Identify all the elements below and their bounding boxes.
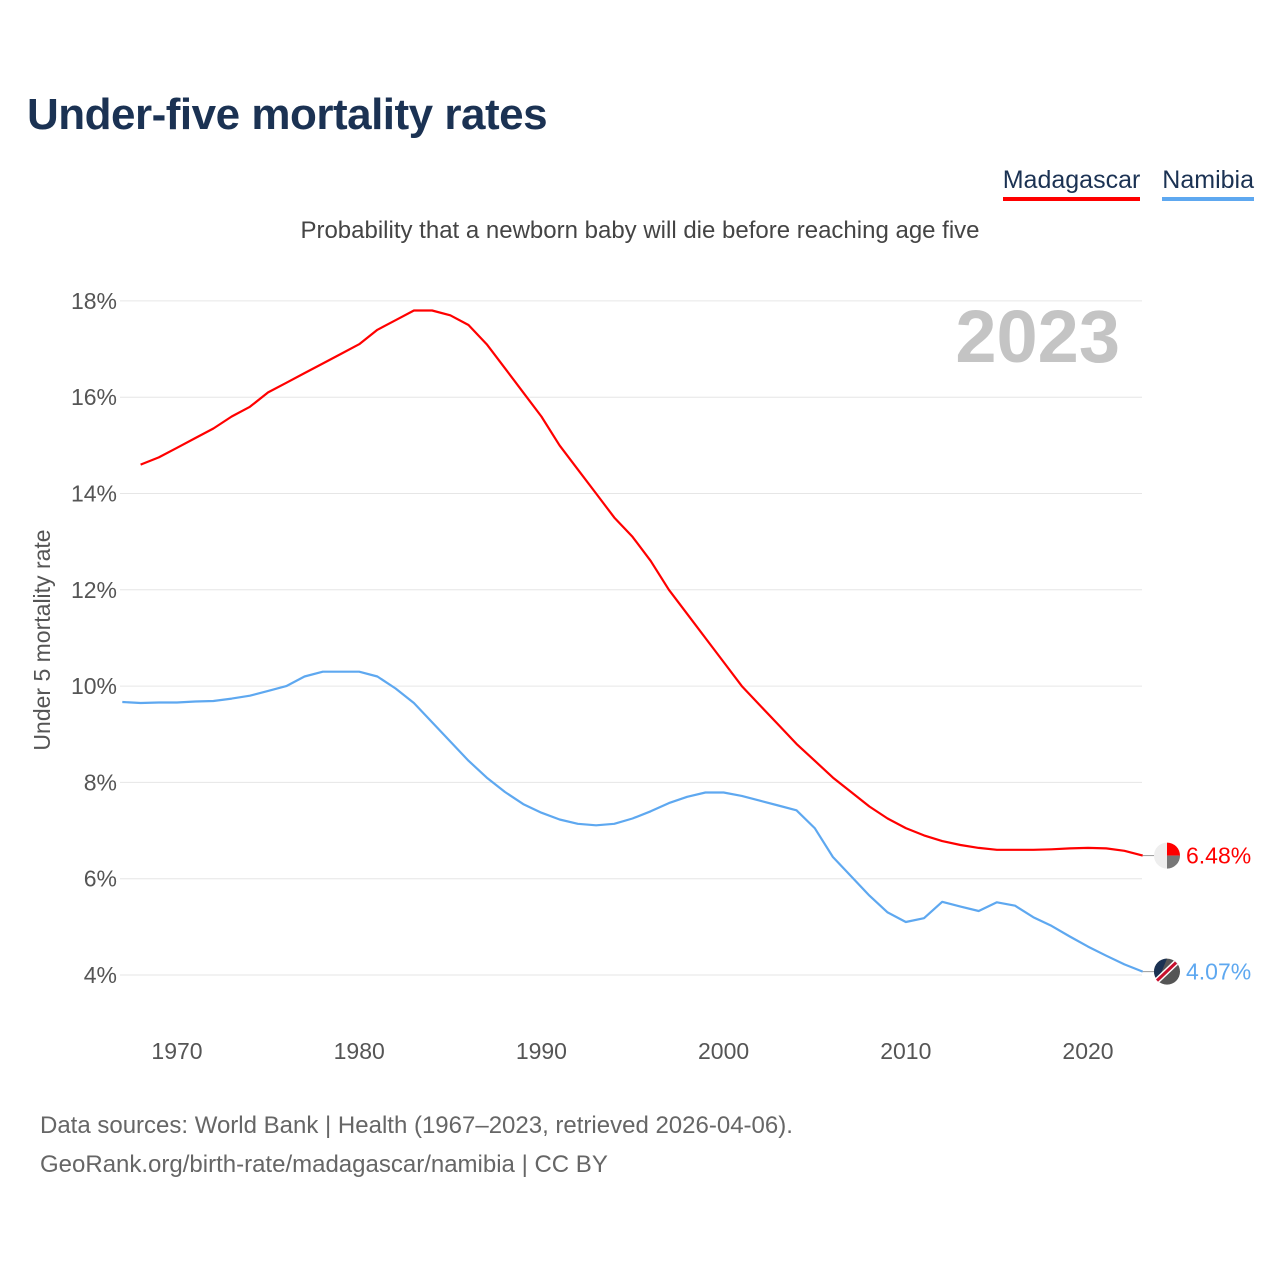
x-tick-label: 2020 <box>1062 1038 1113 1064</box>
legend-madagascar[interactable]: Madagascar <box>1002 166 1141 201</box>
x-tick-label: 1980 <box>334 1038 385 1064</box>
y-tick-label: 16% <box>71 384 117 410</box>
source-link[interactable]: GeoRank.org/birth-rate/madagascar/namibi… <box>40 1151 608 1178</box>
y-tick-label: 14% <box>71 481 117 507</box>
x-tick-label: 2010 <box>880 1038 931 1064</box>
year-label: 2023 <box>955 295 1120 378</box>
legend-namibia[interactable]: Namibia <box>1162 166 1254 201</box>
end-value-label: 4.07% <box>1186 959 1251 985</box>
legend: Madagascar Namibia <box>1002 166 1254 201</box>
y-tick-label: 4% <box>84 962 117 988</box>
chart-subtitle: Probability that a newborn baby will die… <box>300 217 980 244</box>
y-tick-label: 18% <box>71 288 117 314</box>
x-tick-label: 1990 <box>516 1038 567 1064</box>
chart-title: Under-five mortality rates <box>27 90 548 139</box>
flag-part <box>1154 958 1167 981</box>
x-tick-label: 1970 <box>151 1038 202 1064</box>
flag-part <box>1167 855 1180 869</box>
series-line-namibia <box>122 670 1144 973</box>
y-tick-label: 6% <box>84 866 117 892</box>
flag-part <box>1167 842 1180 856</box>
y-tick-label: 8% <box>84 769 117 795</box>
footer: Data sources: World Bank | Health (1967–… <box>40 1106 793 1184</box>
y-tick-label: 10% <box>71 673 117 699</box>
y-tick-label: 12% <box>71 577 117 603</box>
y-axis-label: Under 5 mortality rate <box>29 529 55 750</box>
flag-part <box>1155 961 1178 982</box>
series-line-madagascar <box>140 309 1143 857</box>
data-source: Data sources: World Bank | Health (1967–… <box>40 1112 793 1139</box>
end-value-label: 6.48% <box>1186 843 1251 869</box>
x-tick-label: 2000 <box>698 1038 749 1064</box>
